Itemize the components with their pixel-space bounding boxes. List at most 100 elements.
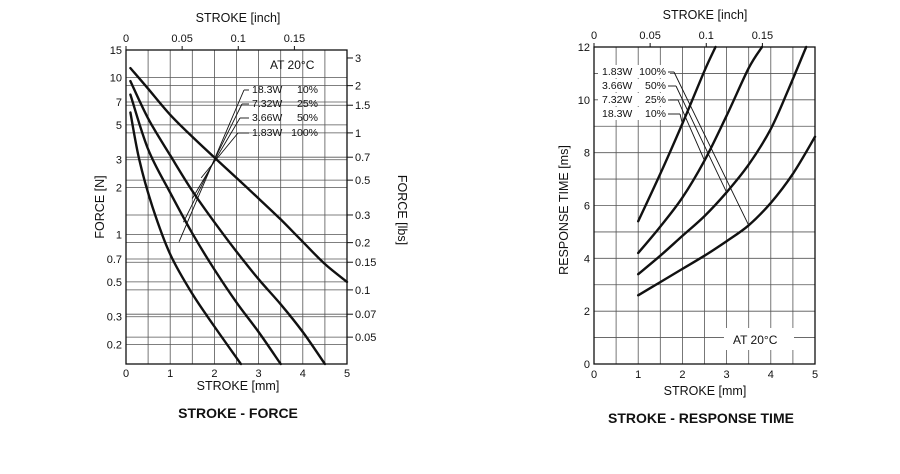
response-inch-tick-label: 0.05 (639, 30, 660, 42)
response-legend-leader (679, 113, 683, 124)
force-y-tick-label: 10 (110, 73, 122, 85)
response-inch-tick-label: 0.1 (699, 30, 714, 42)
force-curve-3w (129, 93, 282, 366)
stroke-force-grid (126, 50, 347, 364)
stroke-response-note-backdrop (724, 328, 794, 350)
stroke-force-tick-labels: 0 1 2 3 4 5 0 0.05 0.1 0.15 15 10 7 5 3 2 1 0.7 0.5 0.3 0.2 3… (107, 33, 377, 380)
response-x-tick-label: 3 (724, 369, 730, 381)
response-legend-power: 3.66W (602, 80, 632, 92)
force-legend-duty: 50% (297, 112, 318, 124)
force-y-tick-label: 2 (116, 182, 122, 194)
response-curve-1w (637, 135, 817, 297)
force-x-tick-label: 3 (256, 368, 262, 380)
force-legend-duty: 25% (297, 98, 318, 110)
force-lbs-tick-label: 0.2 (355, 238, 370, 250)
force-y-tick-label: 1 (116, 230, 122, 242)
response-x-tick-label: 2 (679, 369, 685, 381)
force-legend-leader (200, 132, 239, 179)
stroke-response-y-axis-label: RESPONSE TIME [ms] (557, 145, 571, 275)
force-lbs-tick-label: 0.5 (355, 175, 370, 187)
stroke-response-title: STROKE - RESPONSE TIME (608, 410, 794, 426)
force-y-tick-label: 5 (116, 120, 122, 132)
response-y-tick-label: 12 (578, 42, 590, 54)
force-y-tick-label: 0.7 (107, 254, 122, 266)
force-y-tick-label: 0.5 (107, 277, 122, 289)
response-legend-duty: 100% (639, 66, 666, 78)
force-y-tick-label: 0.2 (107, 339, 122, 351)
force-lbs-tick-label: 0.15 (355, 257, 376, 269)
stroke-force-x-axis-label: STROKE [mm] (197, 379, 280, 393)
force-inch-tick-label: 0.1 (231, 33, 246, 45)
force-x-tick-label: 0 (123, 368, 129, 380)
force-y-tick-label: 3 (116, 155, 122, 167)
response-x-tick-label: 1 (635, 369, 641, 381)
response-y-tick-label: 4 (584, 253, 590, 265)
force-legend-power: 3.66W (252, 112, 282, 124)
force-inch-tick-label: 0.05 (171, 33, 192, 45)
force-curve-7w (129, 79, 327, 366)
response-inch-tick-label: 0 (591, 30, 597, 42)
response-legend-leader (673, 71, 750, 226)
force-y-tick-label: 0.3 (107, 312, 122, 324)
force-inch-tick-label: 0.15 (284, 33, 305, 45)
stroke-response-plot-frame (593, 46, 816, 365)
response-y-tick-label: 6 (584, 201, 590, 213)
stroke-force-curves (129, 66, 349, 366)
force-legend-duty: 10% (297, 84, 318, 96)
stroke-response-temperature-note: AT 20°C (733, 333, 778, 347)
response-legend-power: 1.83W (602, 66, 632, 78)
force-lbs-tick-label: 0.1 (355, 285, 370, 297)
force-lbs-tick-label: 1.5 (355, 100, 370, 112)
response-y-tick-label: 0 (584, 359, 590, 371)
stroke-force-legend: 18.3W 10% 7.32W 25% 3.66W 50% 1.83W 100% (178, 84, 318, 243)
response-legend-leader (677, 99, 705, 161)
force-lbs-tick-label: 0.05 (355, 332, 376, 344)
response-legend-backdrop (598, 79, 670, 92)
response-legend-backdrop (598, 93, 670, 106)
force-legend-leader (191, 117, 241, 199)
stroke-force-temperature-note: AT 20°C (270, 58, 315, 72)
stroke-response-x-axis-label: STROKE [mm] (664, 384, 747, 398)
force-lbs-tick-label: 3 (355, 53, 361, 65)
force-lbs-tick-label: 2 (355, 81, 361, 93)
stroke-force-top-axis-label: STROKE [inch] (196, 11, 281, 25)
response-legend-leader (675, 85, 728, 193)
force-lbs-tick-label: 0.3 (355, 210, 370, 222)
response-x-tick-label: 4 (768, 369, 774, 381)
force-x-tick-label: 1 (167, 368, 173, 380)
force-x-tick-label: 5 (344, 368, 350, 380)
force-legend-power: 7.32W (252, 98, 282, 110)
response-y-tick-label: 8 (584, 148, 590, 160)
force-legend-duty: 100% (291, 127, 318, 139)
force-lbs-tick-label: 0.07 (355, 309, 376, 321)
force-y-tick-label: 7 (116, 97, 122, 109)
force-lbs-tick-label: 1 (355, 128, 361, 140)
force-curve-18w (129, 66, 349, 284)
response-x-tick-label: 0 (591, 369, 597, 381)
stroke-force-right-axis-label: FORCE [lbs] (395, 175, 409, 245)
response-y-tick-label: 2 (584, 306, 590, 318)
response-legend-power: 7.32W (602, 94, 632, 106)
response-legend-backdrop (598, 65, 670, 78)
response-x-tick-label: 5 (812, 369, 818, 381)
stroke-force-title: STROKE - FORCE (178, 405, 298, 421)
response-legend-power: 18.3W (602, 108, 632, 120)
force-curve-1w (129, 111, 243, 366)
force-lbs-tick-label: 0.7 (355, 152, 370, 164)
stroke-response-legend: 1.83W 100% 3.66W 50% 7.32W 25% 18.3W 10% (598, 65, 750, 226)
response-curve-7w (637, 45, 764, 255)
force-x-tick-label: 4 (300, 368, 306, 380)
stroke-force-plot-frame (125, 49, 348, 365)
force-y-tick-label: 15 (110, 45, 122, 57)
stroke-response-top-axis-label: STROKE [inch] (663, 8, 748, 22)
force-x-tick-label: 2 (211, 368, 217, 380)
response-legend-duty: 10% (645, 108, 666, 120)
response-y-tick-label: 10 (578, 95, 590, 107)
force-legend-power: 18.3W (252, 84, 282, 96)
stroke-force-chart: 0 1 2 3 4 5 0 0.05 0.1 0.15 15 10 7 5 3 2 1 0.7 0.5 0.3 0.2 3… (93, 11, 409, 421)
force-legend-power: 1.83W (252, 127, 282, 139)
